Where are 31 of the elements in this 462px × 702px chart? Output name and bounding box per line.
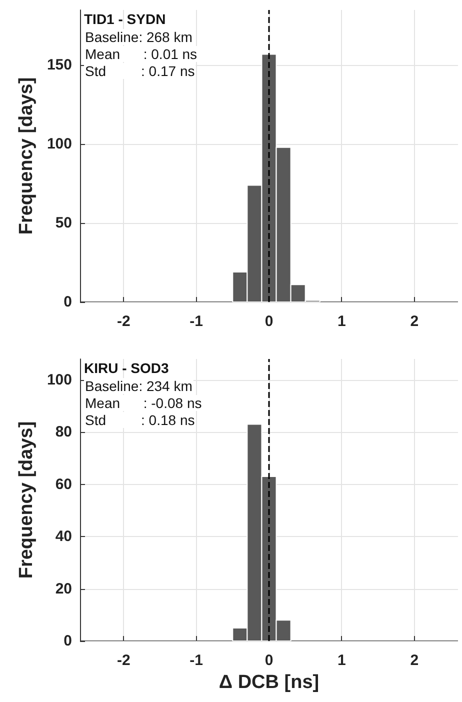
chart-title: TID1 - SYDN — [84, 11, 166, 27]
y-tick-label: 80 — [55, 424, 72, 441]
y-tick-label: 50 — [55, 214, 72, 232]
x-axis-title: Δ DCB [ns] — [218, 672, 320, 693]
x-tick-label: 0 — [264, 313, 274, 330]
x-tick-label: 2 — [410, 313, 419, 330]
y-tick-label: 40 — [55, 528, 72, 546]
annotation: Baseline: 268 km — [85, 29, 192, 45]
annotation: Std : 0.18 ns — [85, 412, 195, 428]
y-tick-label: 0 — [64, 294, 72, 310]
annotation: Mean : 0.01 ns — [85, 46, 198, 62]
x-tick-label: -2 — [116, 652, 130, 669]
x-tick-label: -1 — [190, 652, 203, 669]
annotation: Std : 0.17 ns — [85, 63, 195, 79]
x-tick-label: -1 — [190, 313, 203, 330]
y-axis-title: Frequency [days] — [16, 77, 37, 235]
annotation: Mean : -0.08 ns — [85, 395, 202, 411]
y-tick-label: 100 — [46, 371, 72, 388]
x-tick-label: 0 — [264, 652, 274, 669]
x-tick-label: 2 — [410, 652, 419, 669]
chart-title: KIRU - SOD3 — [84, 360, 169, 376]
y-tick-label: 150 — [46, 56, 72, 74]
y-tick-label: 60 — [55, 476, 72, 493]
x-tick-label: 1 — [338, 652, 346, 669]
y-tick-label: 100 — [46, 136, 72, 153]
y-axis-title: Frequency [days] — [16, 421, 37, 579]
annotation: Baseline: 234 km — [85, 378, 192, 394]
y-tick-label: 20 — [55, 580, 72, 598]
y-tick-label: 0 — [64, 632, 72, 650]
x-tick-label: -2 — [116, 313, 130, 330]
x-tick-label: 1 — [338, 313, 346, 330]
